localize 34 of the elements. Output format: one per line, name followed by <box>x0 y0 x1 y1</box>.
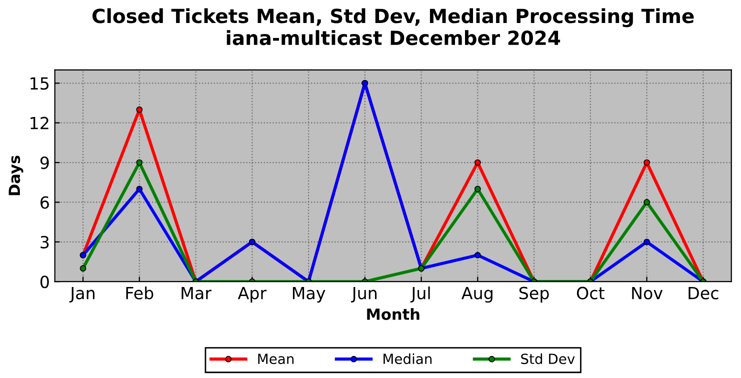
point <box>644 199 650 206</box>
x-axis-title: Month <box>367 308 420 320</box>
chart-title: Closed Tickets Mean, Std Dev, Median Processing Time iana-multicast December 2024 <box>92 8 694 46</box>
y-axis-title: Days <box>8 156 24 196</box>
point <box>474 186 481 192</box>
x-tick-label: Dec <box>688 286 718 300</box>
x-tick-label: Jun <box>351 286 377 302</box>
x-tick-label: Mar <box>182 286 212 300</box>
legend-label: Mean <box>258 354 294 364</box>
point <box>644 159 650 166</box>
y-tick-label: 12 <box>30 116 48 130</box>
point <box>474 159 481 166</box>
y-tick-label: 15 <box>30 77 49 90</box>
y-tick-label: 3 <box>40 236 49 248</box>
x-tick-label: May <box>292 286 326 303</box>
point <box>136 159 143 166</box>
x-tick-label: Aug <box>462 286 492 303</box>
x-tick-label: Feb <box>126 286 154 300</box>
x-tick-label: Sep <box>519 286 549 303</box>
x-tick-label: Oct <box>576 286 604 300</box>
y-tick-label: 0 <box>40 276 49 288</box>
y-tick-label: 9 <box>40 156 49 170</box>
legend-label: Median <box>384 353 432 364</box>
point <box>644 238 650 246</box>
x-tick-label: Apr <box>238 286 267 303</box>
y-tick-label: 6 <box>40 196 49 209</box>
legend-label: Std Dev <box>521 353 575 364</box>
point <box>136 106 143 113</box>
x-tick-label: Nov <box>632 286 663 300</box>
point <box>80 265 86 272</box>
point <box>136 186 143 192</box>
x-tick-label: Jan <box>69 286 94 302</box>
x-tick-label: Jul <box>410 286 430 302</box>
point <box>474 252 481 258</box>
